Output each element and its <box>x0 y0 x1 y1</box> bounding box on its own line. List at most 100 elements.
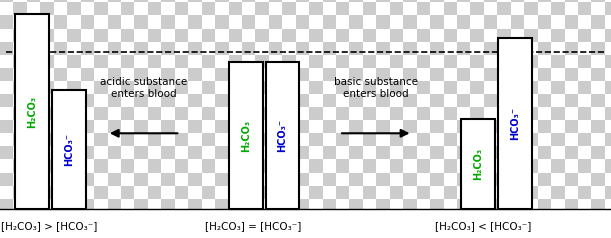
Bar <box>296 15 309 29</box>
Bar <box>524 15 538 29</box>
Bar <box>349 120 363 133</box>
Bar <box>511 173 524 186</box>
Bar <box>336 15 349 29</box>
Bar <box>457 212 470 225</box>
Bar <box>134 42 148 55</box>
Bar <box>349 94 363 107</box>
Bar <box>349 15 363 29</box>
Bar <box>81 42 94 55</box>
Bar <box>242 94 255 107</box>
Bar <box>108 225 121 238</box>
Bar <box>417 186 430 199</box>
Bar <box>538 212 551 225</box>
Bar <box>565 107 578 120</box>
Bar <box>296 55 309 68</box>
Bar <box>470 199 484 212</box>
Bar <box>81 159 94 173</box>
Bar <box>524 29 538 42</box>
Bar <box>255 212 269 225</box>
Bar <box>497 159 511 173</box>
Bar <box>511 159 524 173</box>
Bar <box>430 94 444 107</box>
Bar <box>430 120 444 133</box>
Bar <box>40 55 54 68</box>
Bar <box>229 42 242 55</box>
Bar <box>417 173 430 186</box>
Bar <box>81 29 94 42</box>
Bar <box>27 15 40 29</box>
Bar <box>94 94 108 107</box>
Bar <box>229 55 242 68</box>
Bar <box>13 107 27 120</box>
Bar <box>484 15 497 29</box>
Bar <box>175 146 188 159</box>
Bar <box>363 146 376 159</box>
Bar <box>484 29 497 42</box>
Bar <box>215 15 229 29</box>
Bar <box>349 2 363 15</box>
Bar <box>403 133 417 146</box>
Bar <box>0 159 13 173</box>
Bar <box>282 81 296 94</box>
Bar <box>121 186 134 199</box>
Bar <box>524 186 538 199</box>
Bar <box>242 186 255 199</box>
Bar <box>108 15 121 29</box>
Bar <box>121 199 134 212</box>
Bar <box>497 0 511 2</box>
Bar <box>309 68 323 81</box>
Bar <box>54 68 67 81</box>
Bar <box>108 212 121 225</box>
Bar <box>538 225 551 238</box>
Bar <box>605 199 611 212</box>
Bar <box>336 225 349 238</box>
Bar <box>67 2 81 15</box>
Bar <box>296 133 309 146</box>
Bar <box>591 29 605 42</box>
Bar <box>175 225 188 238</box>
Bar <box>336 173 349 186</box>
Bar <box>188 173 202 186</box>
Bar <box>27 0 40 2</box>
Bar <box>296 42 309 55</box>
Bar <box>470 173 484 186</box>
Bar <box>94 225 108 238</box>
Bar <box>40 120 54 133</box>
Bar <box>81 173 94 186</box>
Bar <box>551 81 565 94</box>
Bar <box>444 94 457 107</box>
Bar <box>67 225 81 238</box>
Bar <box>296 81 309 94</box>
Bar <box>349 42 363 55</box>
Bar <box>67 186 81 199</box>
Bar <box>0 186 13 199</box>
Bar <box>94 2 108 15</box>
Bar <box>229 2 242 15</box>
Bar <box>430 68 444 81</box>
Bar <box>296 107 309 120</box>
Bar <box>376 199 390 212</box>
Bar <box>497 133 511 146</box>
Bar <box>309 29 323 42</box>
Bar <box>591 107 605 120</box>
Bar <box>470 107 484 120</box>
Bar <box>108 173 121 186</box>
Bar <box>255 55 269 68</box>
Bar <box>188 42 202 55</box>
Bar <box>444 15 457 29</box>
Bar <box>161 42 175 55</box>
Bar <box>578 159 591 173</box>
Bar <box>497 186 511 199</box>
Bar <box>134 225 148 238</box>
Bar <box>188 212 202 225</box>
Bar <box>470 42 484 55</box>
Text: HCO₃⁻: HCO₃⁻ <box>64 134 74 166</box>
Bar <box>0 107 13 120</box>
Bar <box>108 2 121 15</box>
Bar <box>282 68 296 81</box>
Bar <box>403 146 417 159</box>
Text: acidic substance
enters blood: acidic substance enters blood <box>100 77 187 99</box>
Bar <box>336 0 349 2</box>
Bar <box>67 0 81 2</box>
Bar <box>591 55 605 68</box>
